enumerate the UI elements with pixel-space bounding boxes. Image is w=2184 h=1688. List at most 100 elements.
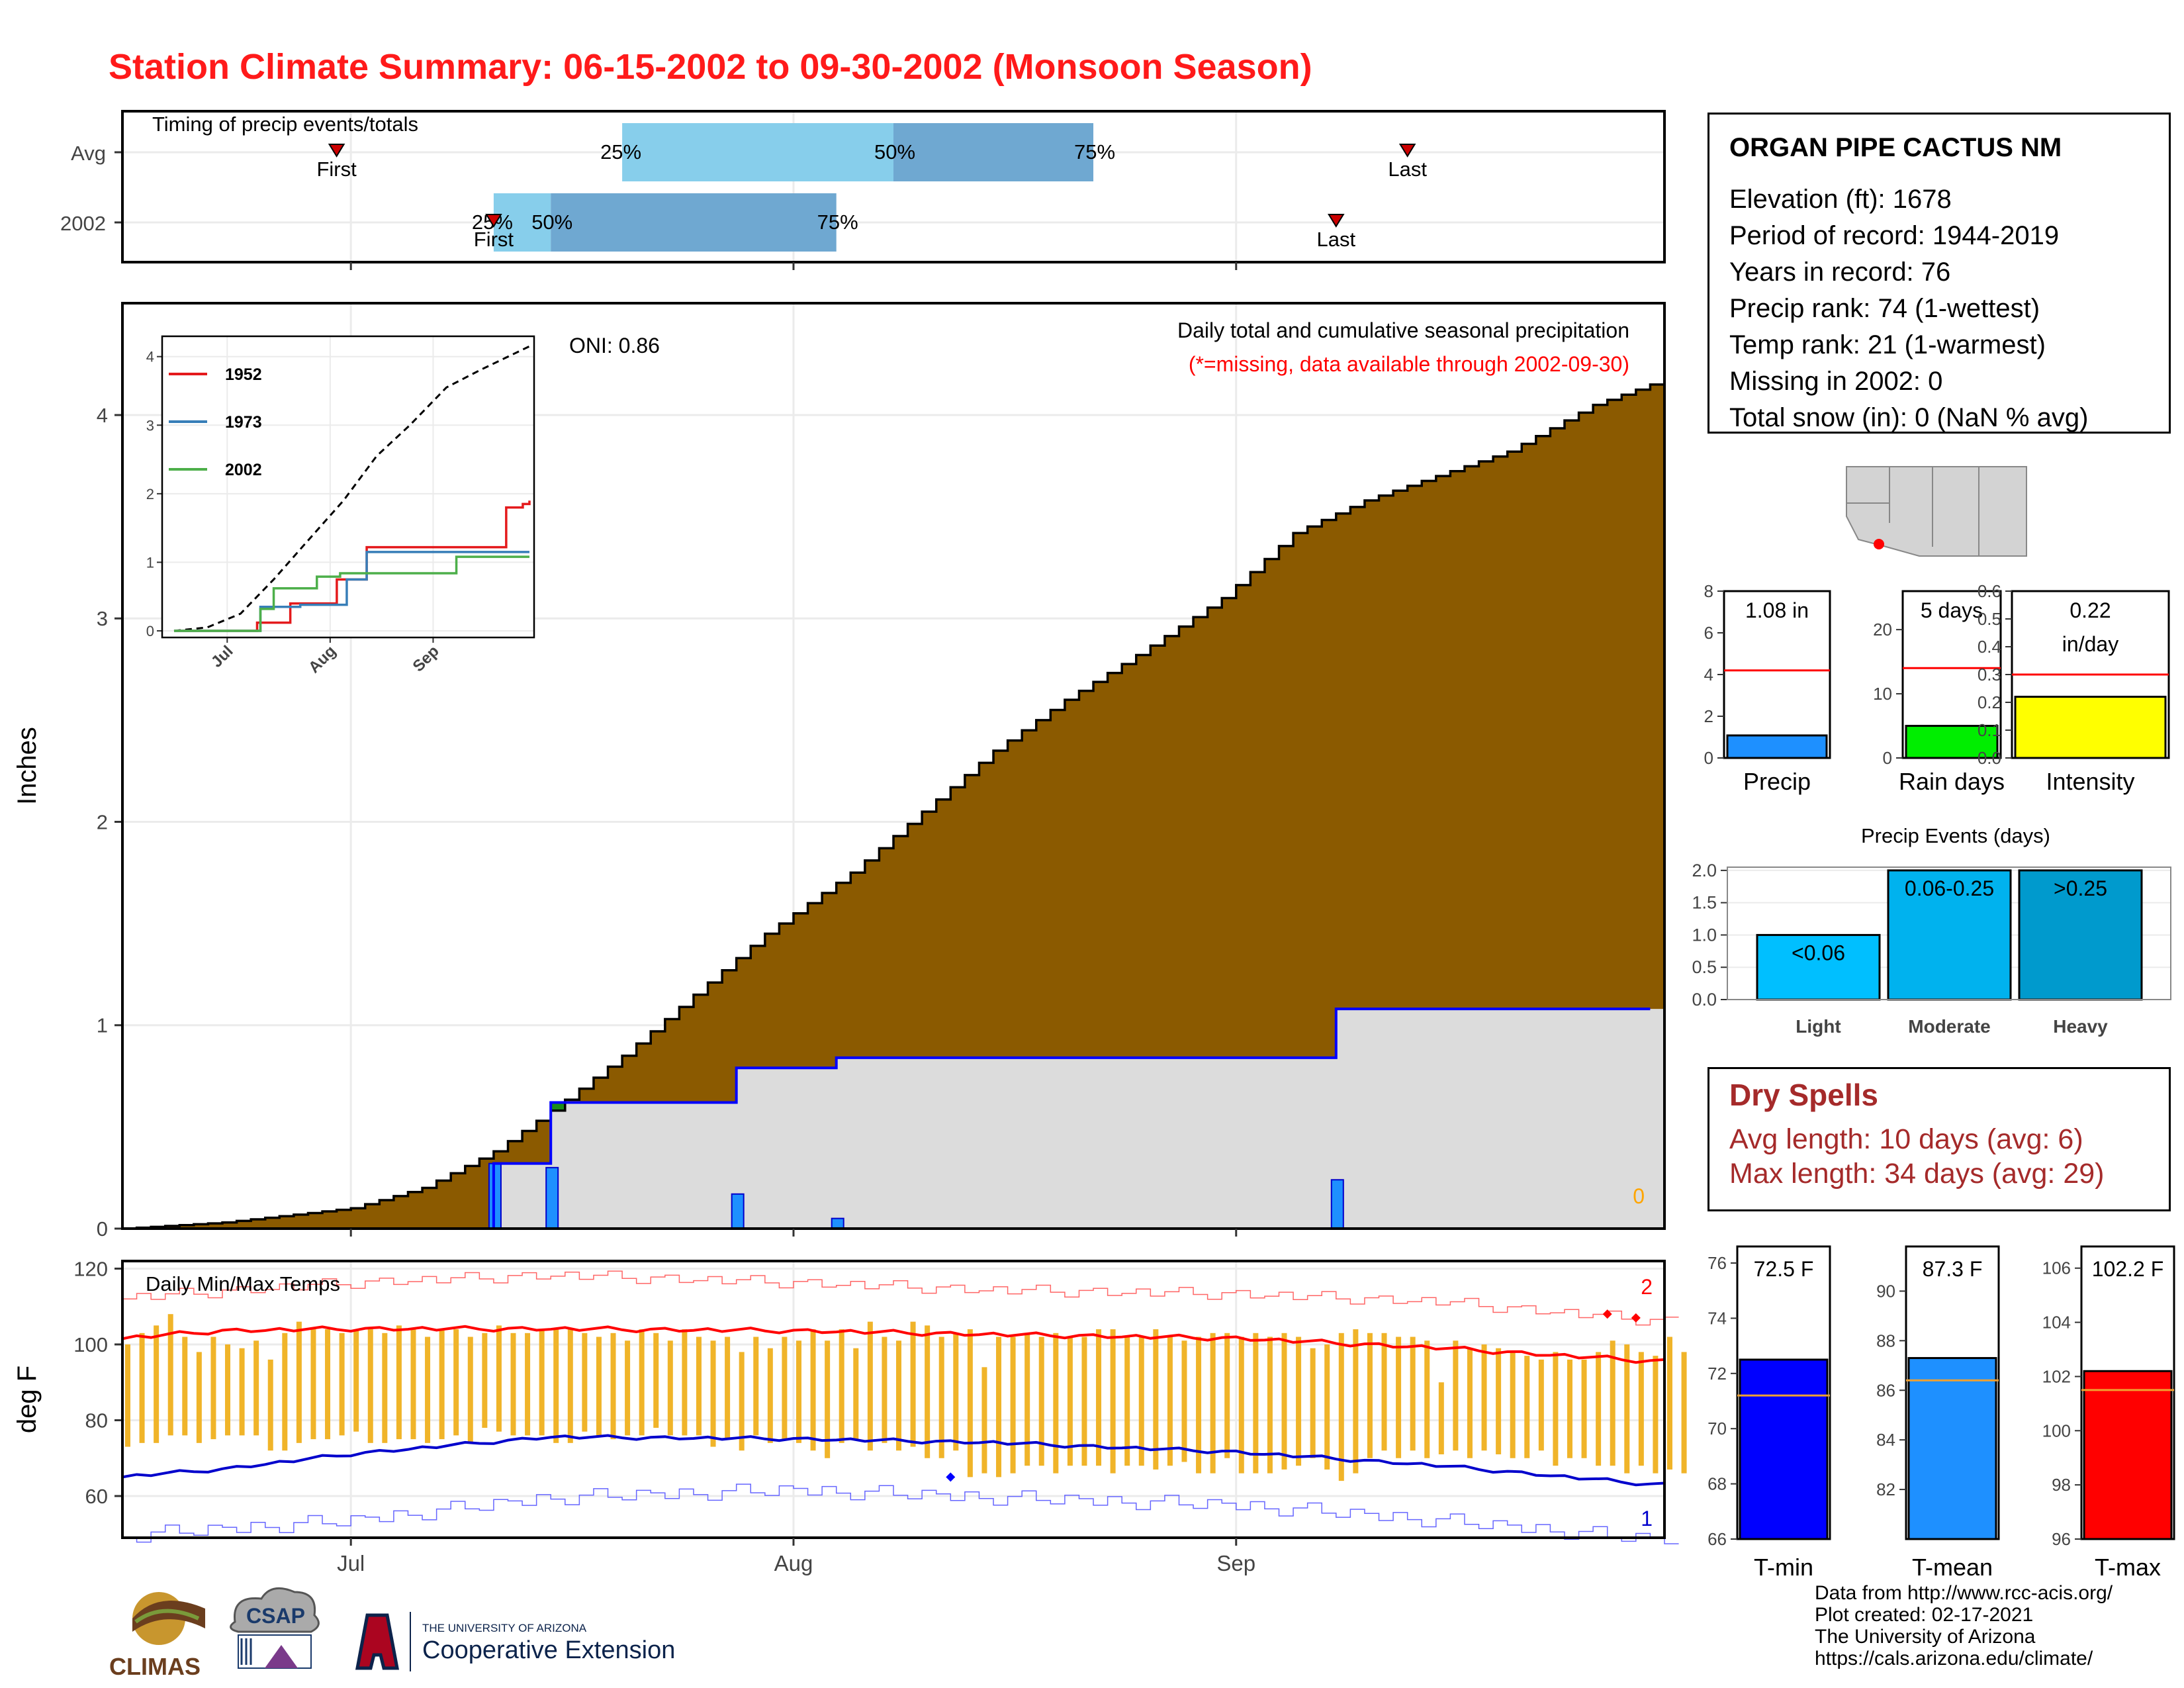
daily-precip-bar — [831, 1217, 844, 1229]
avg-cumulative-area — [122, 384, 1664, 1229]
daily-temp-bar — [1010, 1336, 1016, 1474]
timing-last-label: Last — [1316, 228, 1355, 251]
daily-temp-bar — [1596, 1352, 1602, 1466]
daily-temp-bar — [981, 1367, 987, 1474]
temp-bar-ytick-label: 88 — [1876, 1331, 1895, 1350]
station-info-line: Total snow (in): 0 (NaN % avg) — [1729, 403, 2089, 432]
timing-row-label: Avg — [71, 142, 106, 165]
inset-ytick-label: 2 — [146, 486, 154, 502]
temp-bar-ytick-label: 74 — [1707, 1308, 1727, 1328]
cooperative-extension-text: Cooperative Extension — [422, 1636, 675, 1664]
daily-temp-bar — [1081, 1336, 1087, 1466]
daily-temp-bar — [1267, 1336, 1273, 1474]
timing-bar-50-75 — [893, 123, 1094, 181]
daily-temp-bar — [1310, 1348, 1316, 1458]
timing-last-marker — [1398, 144, 1416, 158]
credit-line: The University of Arizona — [1815, 1626, 2036, 1648]
precip-ylabel: Inches — [13, 727, 42, 805]
mini-bar-label: Intensity — [2046, 768, 2134, 795]
daily-temp-bar — [639, 1329, 645, 1436]
mini-bar-value-label: 0.22 — [2070, 598, 2111, 622]
mini-bar-label: Rain days — [1899, 768, 2005, 795]
inset-ytick-label: 1 — [146, 554, 154, 571]
daily-temp-bar — [1438, 1382, 1444, 1455]
mini-ytick-label: 0.1 — [1978, 720, 2001, 740]
daily-precip-bar — [1330, 1179, 1344, 1230]
temp-bar-ytick-label: 106 — [2042, 1258, 2071, 1278]
daily-temp-bar — [896, 1340, 901, 1451]
daily-temp-bar — [1424, 1340, 1430, 1458]
precip-events-ytick-label: 1.5 — [1692, 893, 1717, 913]
mini-ytick-label: 0.2 — [1978, 692, 2001, 712]
daily-temp-bar — [667, 1340, 673, 1436]
daily-temp-bar — [853, 1348, 859, 1440]
daily-temp-bar — [1338, 1333, 1344, 1481]
timing-last-label: Last — [1388, 158, 1427, 181]
temp-bar-value — [1907, 1357, 1997, 1540]
temp-bar-ytick-label: 104 — [2042, 1313, 2071, 1333]
record-max-marker — [1602, 1309, 1612, 1319]
inset-legend-label: 1952 — [225, 365, 262, 384]
precip-ytick-label: 0 — [97, 1217, 108, 1241]
daily-temp-bar — [1481, 1344, 1487, 1451]
daily-temp-bar — [325, 1329, 331, 1440]
timing-first-label: First — [474, 228, 514, 251]
temp-bar-value — [1739, 1358, 1829, 1540]
daily-temp-bar — [1224, 1333, 1230, 1458]
daily-temp-bar — [739, 1352, 745, 1451]
daily-temp-bar — [154, 1325, 159, 1443]
precip-event-bar-label: >0.25 — [2054, 876, 2107, 900]
daily-temp-bar — [1324, 1344, 1330, 1470]
temp-ylabel: deg F — [13, 1366, 42, 1433]
daily-temp-bar — [425, 1336, 431, 1443]
temp-ytick-label: 120 — [73, 1257, 108, 1280]
dry-spells-title: Dry Spells — [1729, 1078, 1878, 1112]
precip-events-ytick-label: 2.0 — [1692, 861, 1717, 880]
temp-bar-label: T-min — [1754, 1554, 1813, 1581]
inset-legend-label: 1973 — [225, 413, 262, 432]
daily-temp-bar — [839, 1329, 844, 1443]
daily-temp-bar — [1138, 1336, 1144, 1466]
temp-bar-ytick-label: 82 — [1876, 1479, 1895, 1499]
daily-temp-bar — [567, 1329, 573, 1443]
station-info-line: Years in record: 76 — [1729, 258, 1951, 287]
record-min-marker — [946, 1472, 956, 1482]
daily-temp-bar — [339, 1333, 345, 1436]
station-location-marker — [1874, 539, 1884, 549]
inset-bg — [162, 336, 534, 637]
dry-spells-box: Dry Spells Avg length: 10 days (avg: 6) … — [1707, 1067, 2171, 1211]
daily-temp-bar — [1167, 1336, 1173, 1466]
temp-bar-ytick-label: 84 — [1876, 1430, 1895, 1450]
main-title: Station Climate Summary: 06-15-2002 to 0… — [109, 47, 1312, 87]
avg-cumulative-line — [122, 383, 1664, 1230]
timing-bar-50-75 — [551, 193, 837, 252]
daily-temp-bar — [1238, 1336, 1244, 1474]
mini-bar-value-label: 1.08 in — [1745, 598, 1809, 622]
above-average-area — [551, 1102, 565, 1111]
missing-count: 0 — [1633, 1184, 1645, 1208]
precip-ytick-label: 2 — [97, 810, 108, 833]
mini-ytick-label: 0 — [1704, 748, 1713, 768]
precip-note: (*=missing, data available through 2002-… — [1189, 352, 1629, 376]
timing-label-75: 75% — [1074, 140, 1115, 164]
ua-name-text: THE UNIVERSITY OF ARIZONA — [422, 1622, 587, 1634]
locator-map-land — [1846, 466, 2027, 557]
precip-event-category: Light — [1796, 1016, 1841, 1037]
temp-xtick-label: Sep — [1216, 1551, 1255, 1575]
temp-ytick-label: 100 — [73, 1333, 108, 1356]
station-info-line: Temp rank: 21 (1-warmest) — [1729, 330, 2046, 359]
timing-bar-25-50 — [622, 123, 893, 181]
daily-temp-bar — [1210, 1333, 1216, 1474]
precip-event-bar-label: <0.06 — [1792, 941, 1845, 964]
credit-line: Data from http://www.rcc-acis.org/ — [1815, 1582, 2113, 1604]
precip-events-ytick-label: 0.5 — [1692, 957, 1717, 977]
daily-temp-bar — [1281, 1333, 1287, 1470]
daily-temp-bar — [953, 1333, 959, 1451]
daily-temp-bar — [682, 1329, 688, 1436]
daily-temp-bar — [353, 1329, 359, 1432]
precip-event-bar — [1756, 933, 1881, 1001]
mini-bar-value-label: 5 days — [1921, 598, 1983, 622]
daily-temp-bar — [1453, 1340, 1459, 1451]
credit-line: Plot created: 02-17-2021 — [1815, 1604, 2034, 1626]
